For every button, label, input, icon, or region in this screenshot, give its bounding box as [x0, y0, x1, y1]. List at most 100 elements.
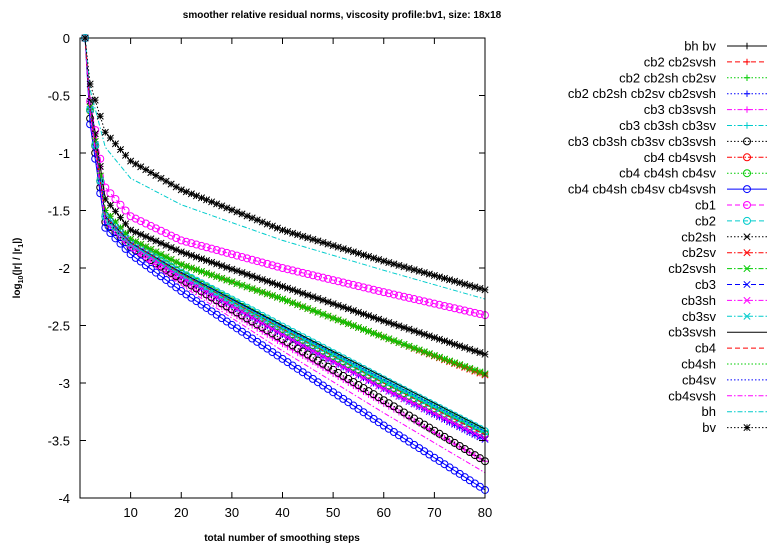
- data-point: [167, 180, 175, 188]
- data-point: [329, 314, 337, 322]
- series-line: [84, 37, 486, 462]
- legend-item: cb4sv: [682, 372, 767, 387]
- data-point: [394, 291, 403, 300]
- data-point: [420, 330, 428, 338]
- y-tick-label: -4: [58, 491, 70, 506]
- data-point: [263, 322, 271, 330]
- data-point: [456, 422, 464, 430]
- data-point: [314, 308, 322, 316]
- data-point: [192, 266, 200, 274]
- data-point: [233, 299, 241, 308]
- data-point: [410, 295, 419, 304]
- data-point: [400, 324, 408, 332]
- data-point: [450, 304, 459, 313]
- data-point: [476, 284, 484, 292]
- data-point: [217, 247, 226, 256]
- series-line: [84, 37, 486, 439]
- data-point: [425, 270, 433, 278]
- data-point: [288, 266, 297, 275]
- data-point: [420, 297, 429, 306]
- series-bv: [81, 34, 489, 294]
- data-point: [390, 260, 398, 268]
- data-point: [461, 280, 469, 288]
- data-point: [390, 320, 398, 328]
- data-point: [111, 140, 119, 148]
- data-point: [294, 288, 302, 296]
- legend-item: cb2 cb2sh cb2sv: [619, 70, 767, 85]
- data-point: [106, 212, 114, 220]
- legend-label: cb4: [695, 341, 716, 356]
- data-point: [456, 361, 464, 369]
- data-point: [319, 273, 327, 282]
- data-point: [147, 168, 155, 177]
- data-point: [400, 389, 408, 398]
- data-point: [106, 217, 115, 226]
- data-point: [430, 334, 438, 342]
- data-point: [177, 236, 186, 245]
- data-point: [278, 331, 287, 339]
- data-point: [299, 303, 307, 311]
- y-tick-label: -1: [58, 146, 70, 161]
- data-point: [182, 188, 190, 196]
- data-point: [137, 240, 145, 248]
- data-point: [96, 112, 104, 120]
- data-point: [111, 195, 120, 203]
- data-point: [470, 308, 479, 317]
- series-line: [84, 37, 486, 474]
- data-point: [167, 231, 176, 240]
- data-point: [375, 255, 383, 264]
- data-point: [344, 360, 353, 369]
- y-tick-label: 0: [63, 31, 70, 46]
- data-point: [213, 200, 221, 208]
- data-point: [415, 296, 424, 305]
- data-point: [197, 267, 206, 276]
- data-point: [374, 286, 383, 295]
- data-point: [324, 312, 332, 320]
- data-point: [167, 243, 175, 252]
- legend-item: bv: [702, 420, 767, 435]
- data-point: [446, 339, 454, 347]
- data-point: [253, 257, 262, 266]
- legend-label: cb3sh: [681, 293, 716, 308]
- data-point: [435, 335, 443, 343]
- x-axis: 10 20 30 40 50 60 70 80: [123, 38, 492, 520]
- series-bh: [84, 37, 486, 300]
- data-point: [349, 322, 357, 330]
- data-point: [248, 272, 256, 280]
- x-tick-label: 80: [478, 505, 492, 520]
- data-point: [466, 427, 474, 435]
- legend-item: cb4: [695, 341, 767, 356]
- legend-item: cb3sv: [682, 309, 767, 324]
- series-line: [84, 37, 486, 462]
- data-point: [465, 307, 474, 316]
- data-point: [334, 301, 342, 309]
- legend-label: cb2 cb2sh cb2sv: [619, 70, 716, 85]
- y-label-sub2: 1: [18, 244, 25, 248]
- y-axis: 0 -0.5 -1 -1.5 -2 -2.5 -3 -3.5 -4: [48, 31, 485, 506]
- data-point: [273, 293, 281, 301]
- series-cb4svsh: [84, 37, 486, 474]
- data-point: [218, 262, 226, 270]
- data-point: [329, 276, 338, 285]
- data-point: [147, 235, 155, 243]
- series-line: [84, 37, 486, 355]
- legend-label: cb4 cb4sh cb4sv cb4svsh: [568, 182, 716, 197]
- data-point: [359, 325, 368, 333]
- data-point: [106, 223, 115, 232]
- data-point: [395, 322, 403, 330]
- x-tick-label: 50: [326, 505, 340, 520]
- data-point: [222, 248, 231, 257]
- data-point: [192, 192, 200, 200]
- legend-item: bh bv: [684, 39, 767, 54]
- data-point: [349, 280, 358, 289]
- legend-label: cb2svsh: [668, 261, 716, 276]
- legend-item: cb3 cb3svsh: [644, 102, 767, 117]
- data-point: [379, 288, 388, 297]
- legend-label: cb1: [695, 198, 716, 213]
- data-point: [435, 273, 443, 281]
- data-point: [202, 243, 211, 252]
- data-point: [461, 424, 469, 432]
- y-label-end: |): [12, 238, 23, 244]
- data-point: [304, 337, 312, 345]
- data-point: [243, 212, 251, 220]
